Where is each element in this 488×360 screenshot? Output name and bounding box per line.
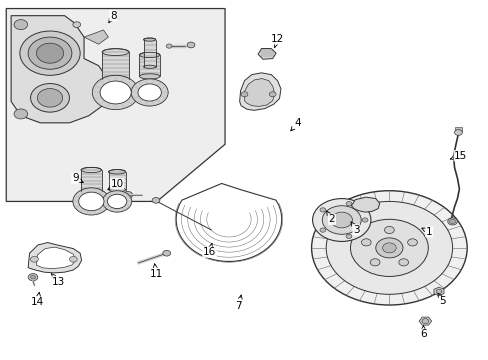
Polygon shape (28, 243, 81, 273)
Circle shape (319, 208, 325, 212)
Circle shape (369, 259, 379, 266)
Circle shape (449, 219, 455, 224)
Ellipse shape (81, 189, 102, 194)
Bar (454, 127, 461, 131)
Bar (102, 52, 129, 79)
Circle shape (382, 243, 395, 253)
Circle shape (421, 319, 428, 324)
Text: 14: 14 (31, 292, 44, 307)
Ellipse shape (102, 49, 129, 55)
Circle shape (30, 84, 69, 112)
Circle shape (69, 256, 77, 262)
Circle shape (350, 219, 427, 276)
Polygon shape (6, 9, 224, 202)
Circle shape (36, 43, 63, 63)
Circle shape (166, 44, 172, 48)
Circle shape (28, 37, 72, 69)
Ellipse shape (139, 52, 160, 58)
Polygon shape (433, 287, 443, 296)
Circle shape (269, 92, 276, 97)
Circle shape (30, 275, 35, 279)
Circle shape (100, 81, 131, 104)
Circle shape (102, 191, 131, 212)
Circle shape (92, 75, 139, 110)
Text: 1: 1 (421, 227, 432, 237)
Circle shape (407, 239, 417, 246)
Bar (108, 172, 125, 190)
Text: 13: 13 (51, 274, 65, 287)
Circle shape (37, 89, 62, 107)
Circle shape (79, 192, 104, 211)
Polygon shape (244, 78, 274, 107)
Polygon shape (418, 317, 431, 325)
Circle shape (30, 256, 38, 262)
Text: 4: 4 (290, 118, 301, 131)
Text: 16: 16 (203, 243, 216, 257)
Circle shape (454, 130, 461, 135)
Ellipse shape (81, 167, 102, 173)
Circle shape (122, 192, 132, 199)
Bar (139, 55, 160, 76)
Circle shape (138, 84, 161, 101)
Circle shape (330, 212, 352, 228)
Text: 10: 10 (107, 179, 123, 189)
Ellipse shape (143, 38, 156, 41)
Ellipse shape (143, 65, 156, 68)
Circle shape (187, 42, 195, 48)
Circle shape (28, 274, 38, 281)
Text: 12: 12 (270, 34, 284, 48)
Ellipse shape (139, 74, 160, 79)
Circle shape (14, 109, 28, 119)
Circle shape (152, 198, 160, 203)
Circle shape (346, 202, 351, 206)
Circle shape (375, 238, 402, 258)
Text: 15: 15 (449, 151, 467, 161)
Circle shape (312, 199, 370, 242)
Ellipse shape (108, 170, 125, 174)
Text: 6: 6 (419, 325, 426, 339)
Text: 7: 7 (235, 295, 242, 311)
Ellipse shape (102, 76, 129, 83)
Circle shape (319, 228, 325, 232)
Circle shape (362, 218, 367, 222)
Circle shape (20, 31, 80, 75)
Text: 5: 5 (437, 293, 445, 306)
Circle shape (398, 259, 407, 266)
Polygon shape (84, 30, 108, 44)
Text: 3: 3 (350, 222, 359, 235)
Bar (81, 170, 102, 192)
Circle shape (346, 234, 351, 238)
Circle shape (435, 289, 441, 294)
Ellipse shape (108, 188, 125, 192)
Circle shape (325, 202, 452, 294)
Text: 2: 2 (326, 211, 335, 224)
Circle shape (14, 19, 28, 30)
Circle shape (131, 79, 168, 106)
Bar (143, 40, 156, 67)
Circle shape (447, 218, 457, 225)
Circle shape (361, 239, 370, 246)
Text: 8: 8 (109, 11, 116, 23)
Circle shape (322, 206, 361, 234)
Polygon shape (36, 247, 75, 269)
Text: 11: 11 (149, 264, 163, 279)
Circle shape (311, 191, 466, 305)
Circle shape (384, 226, 393, 234)
Text: 9: 9 (72, 173, 83, 183)
Circle shape (73, 188, 110, 215)
Polygon shape (11, 16, 108, 123)
Circle shape (163, 250, 170, 256)
Circle shape (241, 92, 247, 97)
Circle shape (73, 22, 81, 27)
Polygon shape (351, 197, 379, 212)
Polygon shape (258, 49, 276, 59)
Polygon shape (239, 73, 281, 111)
Circle shape (107, 194, 126, 208)
